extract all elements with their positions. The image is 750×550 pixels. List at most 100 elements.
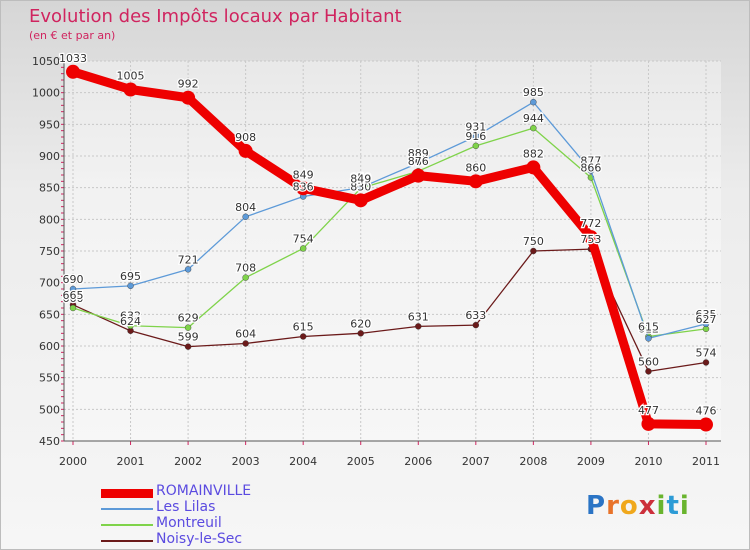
data-label-romainville: 830 (350, 180, 371, 193)
x-tick-label: 2004 (289, 455, 317, 468)
data-label-montreuil: 627 (696, 313, 717, 326)
data-point-noisy-le-sec (702, 359, 710, 366)
data-label-noisy-le-sec: 750 (523, 235, 544, 248)
data-point-les lilas (127, 282, 134, 290)
data-label-noisy-le-sec: 560 (638, 355, 659, 368)
data-point-montreuil (184, 324, 192, 331)
y-tick-label: 700 (39, 277, 60, 290)
data-point-les lilas (357, 184, 364, 191)
data-point-noisy-le-sec (472, 321, 480, 329)
data-label-romainville: 1005 (117, 70, 145, 83)
data-label-romainville: 869 (408, 156, 429, 169)
legend-label: ROMAINVILLE (156, 483, 252, 499)
data-point-romainville (583, 230, 598, 245)
data-label-les lilas: 985 (523, 86, 544, 99)
y-tick-label: 500 (39, 403, 60, 416)
data-point-les lilas (530, 98, 537, 106)
legend-swatch (101, 540, 153, 542)
data-point-les lilas (242, 213, 249, 221)
x-tick-label: 2007 (462, 455, 490, 468)
data-label-les lilas: 690 (63, 273, 84, 286)
data-point-noisy-le-sec (530, 247, 537, 255)
legend-label: Noisy-le-Sec (156, 531, 243, 547)
x-tick-label: 2008 (519, 455, 547, 468)
x-tick-label: 2003 (232, 455, 260, 468)
data-label-montreuil: 708 (235, 262, 256, 275)
data-label-les lilas: 804 (235, 201, 256, 214)
data-label-noisy-le-sec: 633 (465, 309, 486, 322)
data-point-les lilas (472, 133, 480, 140)
data-label-montreuil: 849 (350, 172, 371, 185)
data-point-montreuil (472, 142, 480, 150)
data-point-montreuil (127, 322, 134, 329)
data-label-noisy-le-sec: 615 (293, 321, 314, 334)
data-label-montreuil: 916 (465, 130, 486, 143)
data-label-noisy-le-sec: 604 (235, 327, 256, 340)
data-point-noisy-le-sec (415, 323, 422, 330)
data-point-noisy-le-sec (299, 333, 307, 340)
series-line-montreuil (72, 127, 707, 338)
data-point-romainville (641, 416, 656, 431)
data-label-noisy-le-sec: 620 (350, 317, 371, 330)
data-label-montreuil: 866 (580, 162, 601, 175)
data-label-romainville: 477 (638, 404, 659, 417)
x-tick-label: 2000 (59, 455, 87, 468)
x-tick-label: 2006 (404, 455, 432, 468)
data-label-montreuil: 615 (638, 321, 659, 334)
data-label-montreuil: 632 (120, 310, 141, 323)
data-label-romainville: 772 (580, 217, 601, 230)
data-label-montreuil: 629 (178, 312, 199, 325)
data-point-les lilas (702, 320, 710, 328)
y-tick-label: 600 (39, 340, 60, 353)
data-point-montreuil (530, 124, 537, 132)
y-tick-label: 650 (39, 308, 60, 321)
data-label-montreuil: 876 (408, 155, 429, 168)
data-point-noisy-le-sec (357, 330, 364, 337)
series-layer (66, 64, 713, 432)
series-line-les lilas (72, 101, 707, 340)
data-label-romainville: 882 (523, 147, 544, 160)
data-point-romainville (66, 64, 80, 79)
data-point-montreuil (242, 274, 249, 281)
data-point-romainville (123, 82, 138, 97)
y-tick-label: 450 (39, 435, 60, 448)
data-label-les lilas: 836 (293, 181, 314, 194)
legend-label: Les Lilas (156, 499, 216, 515)
data-label-montreuil: 944 (523, 112, 544, 125)
x-tick-label: 2009 (577, 455, 605, 468)
data-point-les lilas (415, 159, 422, 167)
data-label-romainville: 992 (178, 78, 199, 91)
data-label-les lilas: 721 (178, 253, 199, 266)
data-point-les lilas (69, 285, 77, 293)
proxiti-logo: Proxiti (586, 491, 690, 521)
data-point-montreuil (299, 245, 307, 252)
data-label-les lilas: 877 (580, 155, 601, 168)
x-tick-label: 2005 (347, 455, 375, 468)
data-point-romainville (353, 193, 368, 208)
data-label-montreuil: 754 (293, 232, 314, 245)
axes: 450 500 550 600 650 700 750 800 850 900 950 1000 105… (32, 55, 721, 468)
x-tick-label: 2010 (634, 455, 662, 468)
series-line-romainville (68, 67, 711, 430)
data-label-romainville: 860 (465, 161, 486, 174)
data-label-les lilas: 635 (696, 308, 717, 321)
data-label-romainville: 1033 (59, 52, 87, 65)
data-point-les lilas (587, 167, 595, 174)
y-tick-label: 850 (39, 182, 60, 195)
legend-swatch (101, 488, 153, 498)
data-label-noisy-le-sec: 624 (120, 315, 141, 328)
y-tick-label: 550 (39, 372, 60, 385)
data-point-noisy-le-sec (645, 368, 652, 375)
data-label-les lilas: 850 (350, 172, 371, 185)
data-point-romainville (411, 168, 426, 183)
data-label-les lilas: 889 (408, 147, 429, 160)
data-point-les lilas (645, 335, 652, 342)
data-point-montreuil (69, 304, 77, 312)
y-tick-label: 950 (39, 118, 60, 131)
legend-swatch (101, 508, 153, 510)
y-tick-label: 900 (39, 150, 60, 163)
data-point-romainville (181, 90, 196, 105)
